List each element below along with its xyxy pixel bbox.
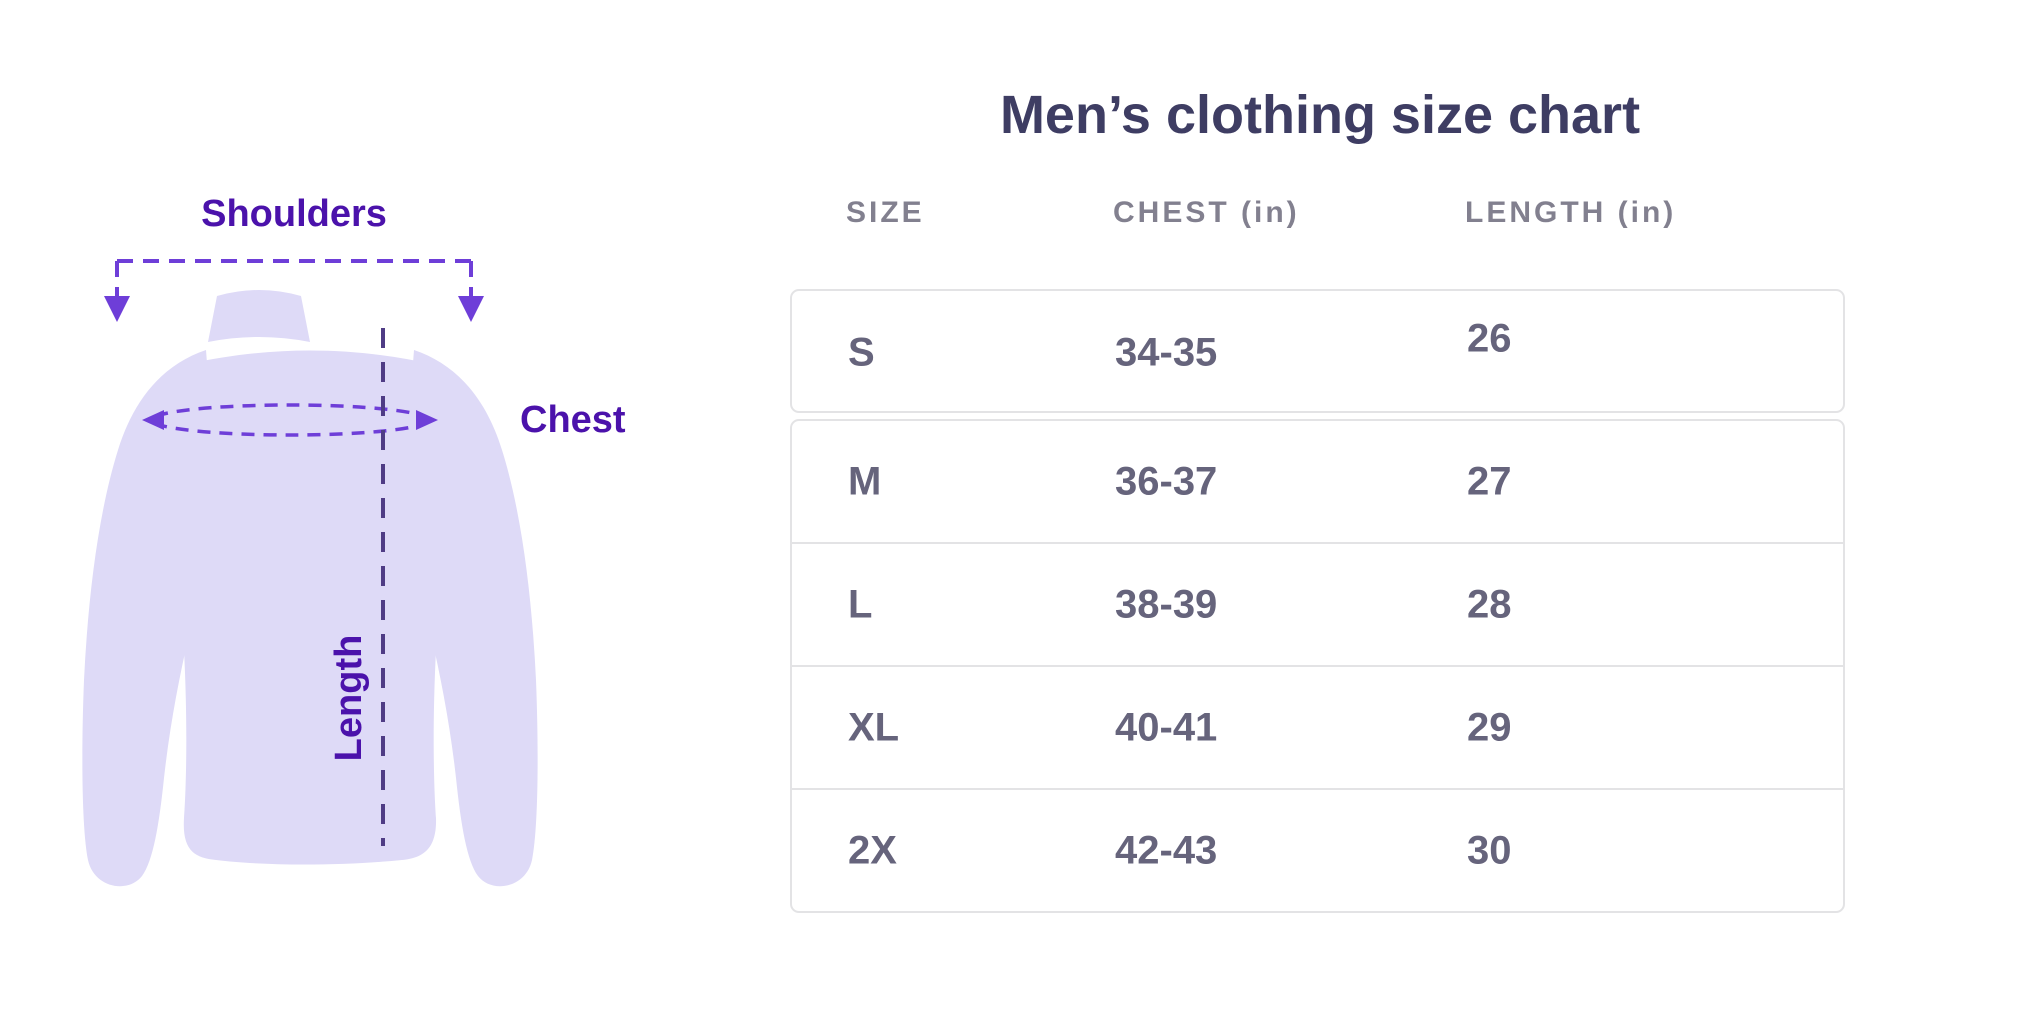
column-header-size: SIZE (846, 196, 925, 229)
shirt-collar (208, 290, 310, 342)
size-cell: 2X (848, 828, 897, 872)
chest-cell: 36-37 (1115, 459, 1218, 503)
size-cell: S (848, 330, 875, 375)
shirt-body (180, 350, 440, 865)
table-row: XL 40-41 29 (792, 665, 1843, 788)
column-header-length: LENGTH (in) (1465, 196, 1677, 229)
table-row-group-first: S 34-35 26 (790, 289, 1845, 413)
shirt-left-sleeve (82, 350, 213, 887)
shirt-measurement-diagram: Shoulders Chest Length (40, 150, 660, 930)
chest-label: Chest (520, 399, 626, 441)
size-cell: M (848, 459, 882, 503)
page-title: Men’s clothing size chart (999, 85, 1641, 145)
chest-cell: 42-43 (1115, 828, 1218, 872)
shoulders-measure-arrow (115, 259, 473, 296)
length-cell: 30 (1467, 828, 1512, 872)
table-row: M 36-37 27 (792, 421, 1843, 542)
length-cell: 28 (1467, 582, 1512, 626)
shirt-graphic (82, 259, 538, 887)
chest-arrowhead-left (142, 410, 164, 430)
shoulders-label: Shoulders (201, 193, 387, 235)
shoulders-arrowhead-left (104, 296, 130, 322)
chest-cell: 34-35 (1115, 330, 1218, 375)
length-cell: 29 (1467, 705, 1512, 749)
length-cell: 26 (1467, 316, 1512, 361)
table-row-group-rest: M 36-37 27 L 38-39 28 XL 40-41 29 2X 42-… (790, 419, 1845, 913)
chest-arrowhead-right (416, 410, 438, 430)
length-cell: 27 (1467, 459, 1512, 503)
size-cell: L (848, 582, 873, 626)
shirt-right-sleeve (407, 350, 538, 887)
table-row: L 38-39 28 (792, 542, 1843, 665)
column-header-chest: CHEST (in) (1113, 196, 1300, 229)
table-row: S 34-35 26 (792, 291, 1843, 415)
chest-cell: 40-41 (1115, 705, 1218, 749)
chest-cell: 38-39 (1115, 582, 1218, 626)
size-cell: XL (848, 705, 900, 749)
table-row: 2X 42-43 30 (792, 788, 1843, 911)
shoulders-arrowhead-right (458, 296, 484, 322)
length-label: Length (328, 634, 370, 762)
table-header-row: SIZE CHEST (in) LENGTH (in) (790, 192, 1845, 234)
